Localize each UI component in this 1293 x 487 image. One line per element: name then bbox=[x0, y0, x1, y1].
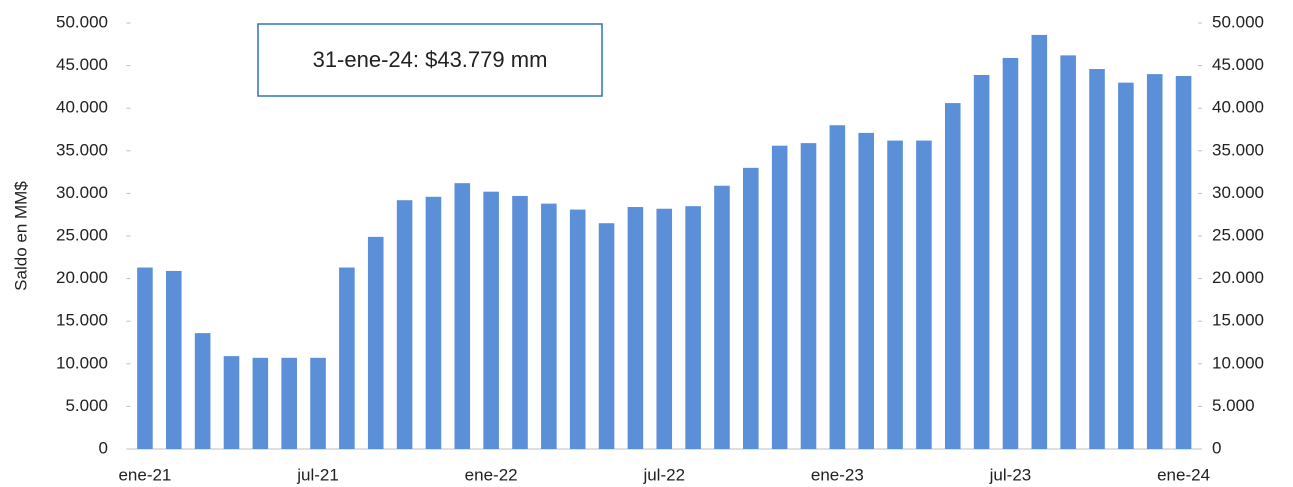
y-tick-label: 30.000 bbox=[56, 183, 108, 202]
x-tick-label: ene-24 bbox=[1157, 465, 1210, 484]
bar bbox=[252, 357, 269, 449]
bar bbox=[771, 145, 788, 450]
y-tick-label: 15.000 bbox=[56, 311, 108, 330]
y2-tick-label: 25.000 bbox=[1212, 225, 1264, 244]
y-tick-label: 25.000 bbox=[56, 225, 108, 244]
y-tick-label: 0 bbox=[99, 438, 108, 457]
bar bbox=[598, 223, 615, 449]
y-tick-label: 45.000 bbox=[56, 55, 108, 74]
bar bbox=[627, 207, 644, 449]
y2-tick-label: 45.000 bbox=[1212, 55, 1264, 74]
bar bbox=[973, 74, 990, 450]
bar bbox=[367, 236, 384, 449]
bar bbox=[685, 206, 701, 449]
y-tick-label: 35.000 bbox=[56, 140, 108, 159]
bar bbox=[281, 357, 297, 449]
x-tick-label: jul-22 bbox=[642, 465, 685, 484]
bar bbox=[310, 357, 326, 449]
bar bbox=[1060, 55, 1076, 449]
bar bbox=[512, 195, 528, 449]
bar bbox=[743, 167, 759, 449]
bar bbox=[887, 140, 903, 450]
bar bbox=[454, 183, 471, 449]
bar bbox=[165, 270, 182, 449]
bar bbox=[223, 356, 240, 449]
y-tick-label: 50.000 bbox=[56, 12, 108, 31]
x-tick-label: ene-21 bbox=[118, 465, 171, 484]
y-tick-label: 5.000 bbox=[65, 396, 108, 415]
annotation: 31-ene-24: $43.779 mm bbox=[313, 47, 548, 72]
bar bbox=[829, 125, 846, 450]
y2-tick-label: 0 bbox=[1212, 438, 1221, 457]
bar bbox=[1175, 76, 1192, 449]
y-tick-label: 20.000 bbox=[56, 268, 108, 287]
y2-tick-label: 20.000 bbox=[1212, 268, 1264, 287]
x-tick-label: ene-22 bbox=[465, 465, 518, 484]
bar bbox=[916, 140, 932, 450]
bar bbox=[1118, 82, 1134, 449]
bar bbox=[656, 208, 673, 449]
x-tick-label: jul-21 bbox=[296, 465, 339, 484]
bar bbox=[194, 333, 211, 449]
x-tick-label: jul-23 bbox=[989, 465, 1032, 484]
bar bbox=[569, 209, 586, 449]
y2-tick-label: 30.000 bbox=[1212, 183, 1264, 202]
bar bbox=[339, 267, 355, 449]
bar bbox=[1089, 69, 1105, 450]
y2-tick-label: 10.000 bbox=[1212, 353, 1264, 372]
bar bbox=[944, 103, 961, 449]
bar bbox=[425, 196, 442, 449]
y-axis-label: Saldo en MM$ bbox=[11, 181, 30, 291]
y-tick-label: 10.000 bbox=[56, 353, 108, 372]
bar bbox=[858, 132, 874, 449]
bar bbox=[714, 185, 730, 449]
annotation-box bbox=[257, 23, 603, 97]
bar bbox=[541, 203, 557, 449]
y2-tick-label: 50.000 bbox=[1212, 12, 1264, 31]
bar bbox=[1146, 74, 1163, 450]
bar bbox=[800, 143, 817, 449]
y2-tick-label: 5.000 bbox=[1212, 396, 1255, 415]
y2-tick-label: 40.000 bbox=[1212, 98, 1264, 117]
y2-tick-label: 35.000 bbox=[1212, 140, 1264, 159]
x-tick-label: ene-23 bbox=[811, 465, 864, 484]
bar bbox=[1002, 57, 1019, 449]
y-tick-label: 40.000 bbox=[56, 98, 108, 117]
bar bbox=[483, 191, 499, 450]
bar bbox=[1031, 34, 1048, 449]
bar bbox=[137, 267, 153, 449]
y2-tick-label: 15.000 bbox=[1212, 311, 1264, 330]
bar bbox=[396, 200, 413, 449]
